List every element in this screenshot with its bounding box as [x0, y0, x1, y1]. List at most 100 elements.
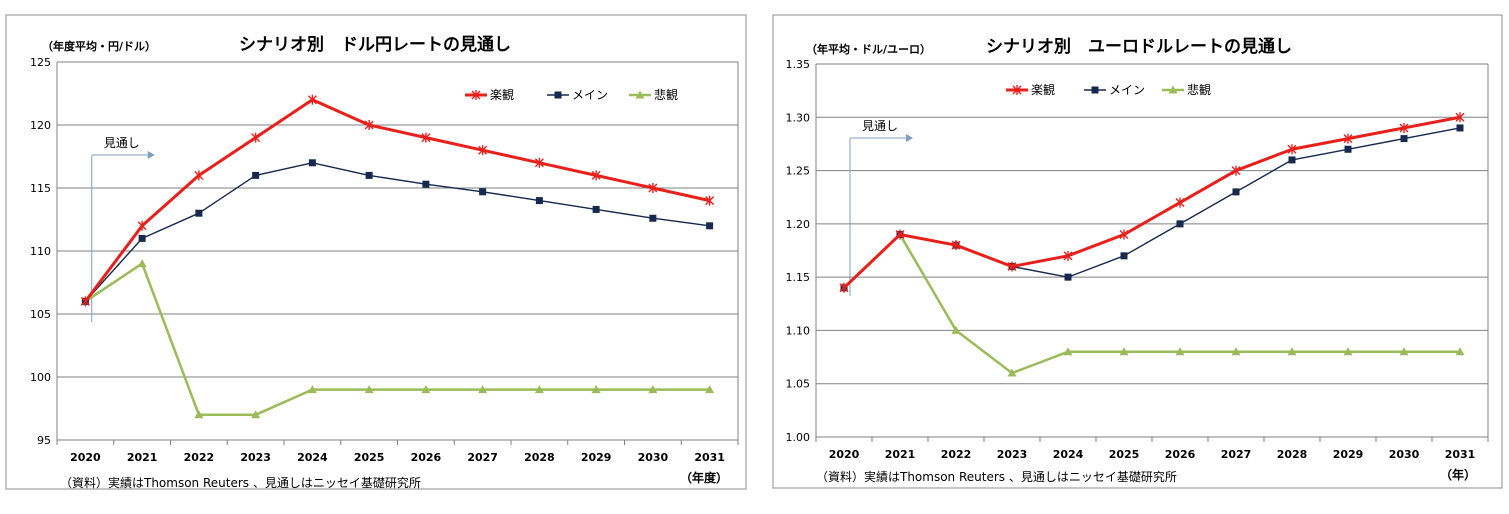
y-tick-label: 115	[30, 182, 51, 195]
x-tick-label: 2024	[1053, 448, 1084, 461]
legend-marker	[635, 90, 645, 99]
legend-marker	[1168, 85, 1178, 94]
data-point	[252, 171, 260, 179]
x-tick-label: 2031	[1445, 448, 1476, 461]
series-line	[84, 162, 710, 302]
data-point	[1455, 347, 1465, 356]
data-point	[1343, 347, 1353, 356]
x-tick-label: 2022	[941, 448, 972, 461]
data-point	[1231, 347, 1241, 356]
data-point	[534, 385, 544, 394]
x-tick-label: 2028	[1277, 448, 1308, 461]
forecast-arrow-head	[906, 134, 913, 142]
data-point	[479, 188, 487, 196]
legend-label: メイン	[1109, 83, 1145, 97]
data-point	[137, 220, 147, 231]
data-point	[1399, 122, 1409, 133]
data-point	[1287, 144, 1297, 155]
data-point	[839, 282, 849, 293]
x-tick-label: 2023	[240, 451, 271, 464]
series-star	[80, 94, 715, 307]
y-tick-label: 1.30	[786, 111, 811, 124]
data-point	[1231, 165, 1241, 176]
legend-label: 悲観	[1187, 82, 1211, 97]
y-tick-label: 100	[30, 371, 51, 384]
x-tick-label: 2030	[1389, 448, 1420, 461]
legend-label: 楽観	[490, 88, 514, 102]
y-tick-label: 1.35	[786, 58, 811, 71]
data-point	[1343, 133, 1353, 144]
data-point	[951, 325, 961, 334]
forecast-label: 見通し	[862, 119, 898, 133]
x-tick-label: 2030	[638, 451, 669, 464]
usdjpy-chart: 95 100 105 110 115 120 125 2020 2021 2022 2023 2024…	[5, 14, 747, 490]
x-tick-label: 2025	[354, 451, 385, 464]
series-line	[843, 233, 1460, 375]
data-point	[705, 385, 715, 394]
x-tick-label: 2031	[694, 451, 725, 464]
data-point	[1007, 261, 1017, 272]
data-point	[365, 171, 373, 179]
data-point	[648, 183, 658, 193]
y-tick-label: 95	[37, 434, 51, 447]
legend-label: 楽観	[1031, 83, 1055, 97]
x-tick-label: 2025	[1109, 448, 1140, 461]
data-point	[591, 385, 601, 394]
data-point	[1287, 347, 1297, 356]
x-tick-label: 2022	[184, 451, 215, 464]
data-point	[649, 214, 657, 222]
data-point	[1232, 188, 1240, 196]
data-point	[1344, 145, 1352, 153]
data-point	[308, 159, 316, 167]
legend-marker	[1091, 86, 1099, 94]
legend-marker	[554, 91, 562, 99]
source-note: （資料）実績はThomson Reuters 、見通しはニッセイ基礎研究所	[816, 469, 1177, 484]
y-tick-label: 1.10	[786, 324, 811, 337]
x-axis-unit-label: （年）	[1440, 467, 1476, 482]
data-point	[422, 180, 430, 188]
y-tick-label: 1.25	[786, 165, 811, 178]
data-point	[1063, 347, 1073, 356]
chart-title: シナリオ別 ドル円レートの見通し	[239, 35, 511, 55]
x-tick-label: 2027	[467, 451, 498, 464]
data-point	[705, 195, 715, 206]
data-point	[1063, 250, 1073, 261]
data-point	[706, 222, 714, 230]
data-point	[534, 157, 544, 168]
y-tick-label: 120	[30, 119, 51, 132]
data-point	[421, 385, 431, 394]
data-point	[1456, 124, 1464, 132]
data-point	[1175, 347, 1185, 356]
x-tick-label: 2024	[297, 451, 328, 464]
x-tick-label: 2020	[829, 448, 860, 461]
data-point	[1399, 347, 1409, 356]
forecast-label: 見通し	[104, 136, 140, 150]
y-tick-label: 1.05	[786, 378, 811, 391]
data-point	[592, 205, 600, 213]
x-tick-label: 2026	[1165, 448, 1196, 461]
source-note: （資料）実績はThomson Reuters 、見通しはニッセイ基礎研究所	[60, 475, 421, 490]
data-point	[137, 259, 147, 268]
data-point	[478, 145, 488, 156]
x-axis-unit-label: （年度）	[680, 470, 728, 485]
series-line	[842, 115, 1461, 289]
data-point	[648, 385, 658, 394]
y-tick-label: 125	[30, 56, 51, 69]
data-point	[1176, 220, 1184, 228]
data-point	[364, 120, 374, 130]
x-tick-label: 2023	[997, 448, 1028, 461]
y-axis-unit-label: （年平均・ドル/ユーロ）	[806, 42, 931, 56]
legend-marker	[471, 90, 481, 100]
chart-title: シナリオ別 ユーロドルレートの見通し	[986, 37, 1292, 57]
data-point	[194, 170, 204, 181]
data-point	[478, 385, 488, 394]
x-tick-label: 2027	[1221, 448, 1252, 461]
x-tick-label: 2028	[524, 451, 555, 464]
chart-frame	[772, 14, 1503, 489]
data-point	[1119, 229, 1129, 240]
y-tick-label: 110	[30, 245, 51, 258]
data-point	[1455, 112, 1465, 123]
data-point	[1119, 347, 1129, 356]
x-tick-label: 2029	[1333, 448, 1364, 461]
data-point	[421, 132, 431, 143]
